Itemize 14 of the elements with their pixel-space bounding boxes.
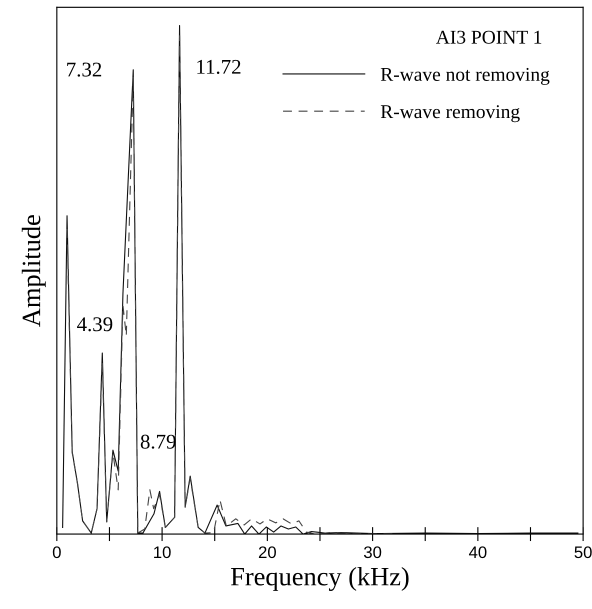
x-tick-label: 0 xyxy=(52,546,61,558)
x-tick-label: 30 xyxy=(364,546,382,558)
x-axis-title: Frequency (kHz) xyxy=(230,566,409,591)
y-axis-title: Amplitude xyxy=(22,215,46,327)
x-tick-label: 50 xyxy=(574,546,592,558)
annotation: 11.72 xyxy=(197,60,240,74)
annotation: 7.32 xyxy=(67,62,102,77)
legend-label: R-wave removing xyxy=(380,105,520,122)
legend-title: AI3 POINT 1 xyxy=(436,30,542,44)
x-tick-label: 40 xyxy=(468,546,486,558)
annotation: 4.39 xyxy=(77,317,112,332)
x-tick-label: 20 xyxy=(258,546,276,558)
x-tick-label: 10 xyxy=(154,546,171,558)
legend-label: R-wave not removing xyxy=(380,68,550,85)
